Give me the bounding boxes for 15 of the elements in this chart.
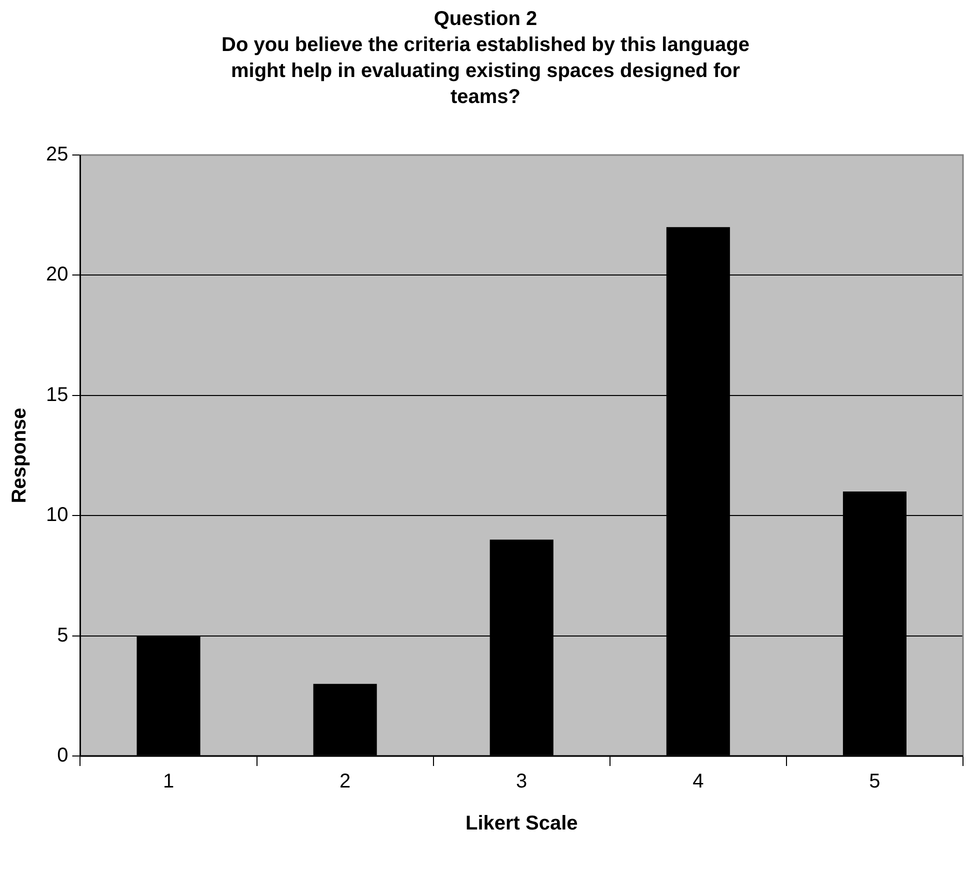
x-tick-label: 5 xyxy=(869,770,880,793)
x-tick-label: 1 xyxy=(162,770,174,793)
y-tick-label: 5 xyxy=(57,624,68,646)
x-tick-label: 4 xyxy=(692,770,704,793)
y-tick-label: 10 xyxy=(46,504,68,526)
chart-subtitle: Do you believe the criteria established by this language might help in evaluating existing spaces designed for teams? xyxy=(220,33,750,110)
x-axis-title: Likert Scale xyxy=(465,812,578,835)
chart-title: Question 2 xyxy=(432,7,538,32)
y-tick-label: 25 xyxy=(46,144,68,166)
y-tick-label: 15 xyxy=(46,384,68,406)
y-tick-label: 20 xyxy=(46,264,68,286)
y-axis-title: Response xyxy=(8,408,31,504)
x-tick-label: 2 xyxy=(340,770,351,793)
x-tick-label: 3 xyxy=(516,770,528,793)
y-tick-label: 0 xyxy=(57,744,68,767)
